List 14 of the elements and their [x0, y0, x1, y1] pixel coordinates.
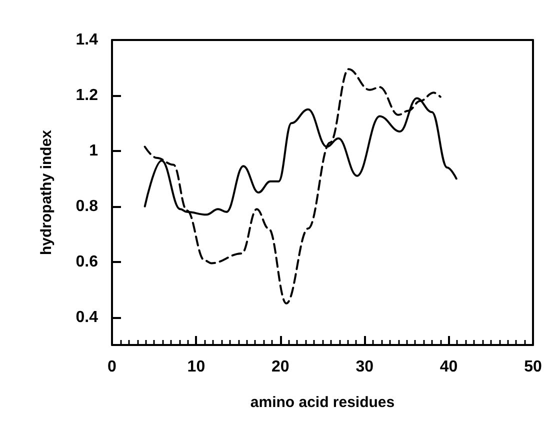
- x-tick-label: 0: [108, 358, 117, 376]
- y-tick-label: 1: [89, 142, 98, 160]
- y-tick-label: 1.2: [76, 86, 98, 104]
- y-tick-label: 1.4: [76, 32, 98, 48]
- x-tick-label: 10: [187, 358, 206, 376]
- x-tick-label: 50: [524, 358, 542, 376]
- y-axis-title: hydropathy index: [38, 129, 55, 256]
- y-tick-label: 0.8: [76, 198, 98, 215]
- x-axis-title: amino acid residues: [250, 394, 395, 411]
- x-tick-label: 30: [356, 358, 374, 376]
- x-tick-label: 40: [440, 358, 458, 376]
- x-tick-label: 20: [272, 358, 290, 376]
- y-tick-label: 0.6: [76, 253, 98, 270]
- y-tick-label: 0.4: [76, 308, 98, 326]
